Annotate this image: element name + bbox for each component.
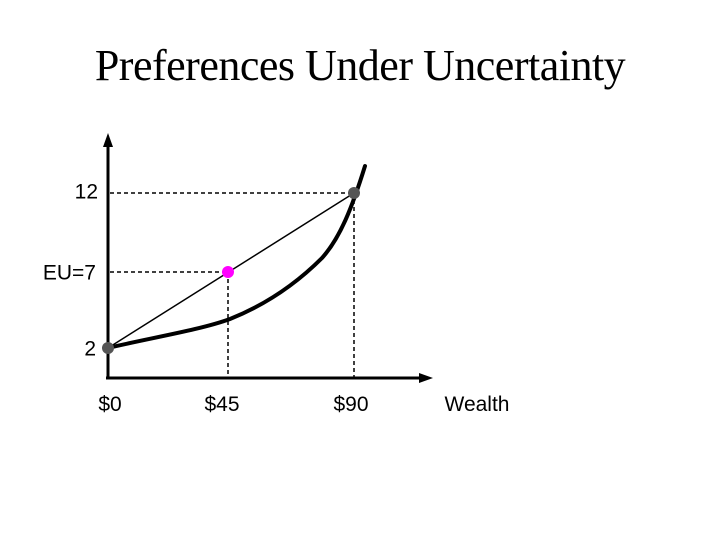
- point-expected-utility: [222, 266, 234, 278]
- x-axis-arrow: [419, 373, 433, 383]
- point-low-outcome: [102, 342, 114, 354]
- page-title: Preferences Under Uncertainty: [94, 41, 626, 90]
- x-label-90: $90: [333, 393, 368, 416]
- x-label-45: $45: [204, 393, 239, 416]
- y-label-eu: EU=7: [43, 262, 96, 285]
- x-axis-label: Wealth: [445, 393, 510, 416]
- point-high-outcome: [348, 187, 360, 199]
- y-label-12: 12: [75, 181, 98, 204]
- y-axis-arrow: [103, 133, 113, 147]
- x-label-0: $0: [98, 393, 121, 416]
- y-label-2: 2: [84, 338, 96, 361]
- utility-curve: [106, 164, 367, 350]
